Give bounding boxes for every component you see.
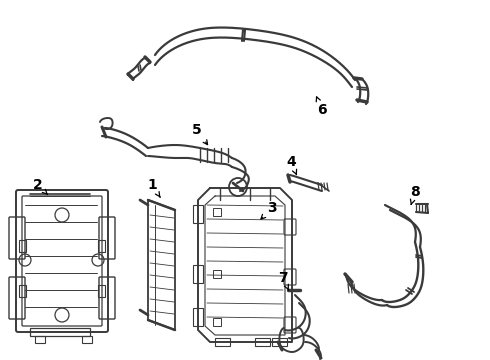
Bar bbox=[98, 240, 105, 252]
Bar bbox=[35, 336, 45, 343]
Text: 1: 1 bbox=[147, 178, 160, 197]
Text: 2: 2 bbox=[33, 178, 48, 195]
Bar bbox=[19, 285, 26, 297]
Bar bbox=[193, 308, 203, 326]
Bar bbox=[215, 338, 230, 346]
Text: 8: 8 bbox=[410, 185, 420, 204]
Bar bbox=[213, 208, 221, 216]
Bar bbox=[19, 240, 26, 252]
Text: 7: 7 bbox=[278, 271, 289, 290]
Bar bbox=[193, 265, 203, 283]
Text: 4: 4 bbox=[286, 155, 296, 175]
Bar bbox=[82, 336, 92, 343]
Text: 6: 6 bbox=[316, 97, 327, 117]
Bar bbox=[213, 318, 221, 326]
Bar bbox=[30, 328, 90, 336]
Bar bbox=[255, 338, 270, 346]
Bar bbox=[98, 285, 105, 297]
Text: 3: 3 bbox=[261, 201, 277, 219]
Text: 5: 5 bbox=[192, 123, 208, 145]
Bar bbox=[272, 338, 287, 346]
Bar bbox=[213, 270, 221, 278]
Bar bbox=[193, 205, 203, 223]
